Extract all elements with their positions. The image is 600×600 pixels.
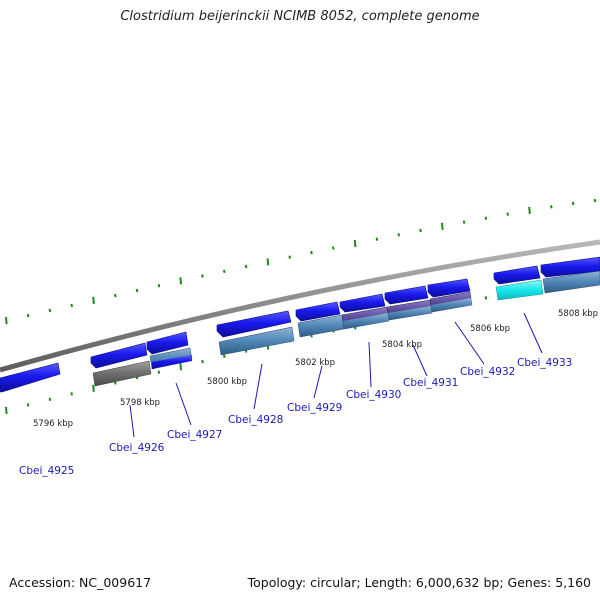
minor-tick <box>223 354 226 358</box>
minor-tick <box>571 201 575 206</box>
leader-line-cbei-4931 <box>412 344 428 377</box>
gene-arrow-cbei-4925[interactable] <box>0 362 61 393</box>
outer-tick-ring <box>5 198 597 325</box>
cds-block-cbei-4930-lower[interactable] <box>343 313 389 329</box>
gene-arrow-cbei-4933[interactable] <box>493 265 541 285</box>
major-tick <box>266 258 270 266</box>
minor-tick <box>244 264 248 269</box>
scale-labels: 5796 kbp 5798 kbp 5800 kbp 5802 kbp 5804… <box>33 309 598 429</box>
minor-tick <box>201 274 204 278</box>
cds-block-cbei-4931-lower[interactable] <box>388 306 432 320</box>
gene-label-cbei-4931[interactable]: Cbei_4931 <box>403 377 458 389</box>
gene-label-cbei-4925[interactable]: Cbei_4925 <box>19 465 74 477</box>
gene-leader-lines <box>129 312 543 438</box>
gene-arrow-cbei-4929[interactable] <box>295 301 341 322</box>
cds-track <box>92 270 600 387</box>
minor-tick <box>375 237 379 241</box>
major-tick <box>92 384 95 392</box>
minor-tick <box>462 220 466 224</box>
major-tick <box>179 277 182 285</box>
minor-tick <box>397 233 400 237</box>
minor-tick <box>135 288 139 293</box>
major-tick <box>441 222 444 230</box>
minor-tick <box>419 228 422 233</box>
gene-arrow-cbei-4932[interactable] <box>427 278 471 298</box>
scale-label: 5796 kbp <box>33 419 73 429</box>
minor-tick <box>157 370 161 374</box>
genome-title: Clostridium beijerinckii NCIMB 8052, com… <box>120 9 480 24</box>
gene-label-cbei-4928[interactable]: Cbei_4928 <box>228 414 283 426</box>
minor-tick <box>288 255 291 259</box>
minor-tick <box>506 212 509 216</box>
scale-label: 5800 kbp <box>207 377 247 387</box>
minor-tick <box>26 313 30 318</box>
cds-block-cbei-4928[interactable] <box>218 326 295 356</box>
scale-label: 5808 kbp <box>558 309 598 319</box>
gene-arrow-cbei-4926[interactable] <box>90 342 148 369</box>
cds-block-next[interactable] <box>542 270 600 294</box>
cds-block-cbei-4926[interactable] <box>92 360 152 387</box>
major-tick <box>528 206 531 215</box>
minor-tick <box>484 216 488 220</box>
leader-line-cbei-4932 <box>454 321 485 365</box>
major-tick <box>353 240 357 248</box>
leader-line-cbei-4927 <box>175 382 192 426</box>
minor-tick <box>70 303 73 308</box>
minor-tick <box>332 246 335 250</box>
minor-tick <box>26 403 30 407</box>
gene-label-cbei-4930[interactable]: Cbei_4930 <box>346 389 401 401</box>
gene-track <box>0 256 600 393</box>
cds-block-cbei-4927-lower[interactable] <box>152 355 192 369</box>
major-tick <box>5 317 8 325</box>
major-tick <box>92 296 95 305</box>
scale-label: 5802 kbp <box>295 358 335 368</box>
leader-line-cbei-4930 <box>368 341 372 388</box>
cds-block-cbei-4932-lower[interactable] <box>431 298 472 312</box>
accession-label: Accession: NC_009617 <box>9 575 152 590</box>
minor-tick <box>593 198 597 203</box>
minor-tick <box>48 397 52 402</box>
gene-label-cbei-4929[interactable]: Cbei_4929 <box>287 402 342 414</box>
leader-line-cbei-4928 <box>253 363 263 410</box>
leader-line-cbei-4933 <box>523 312 543 354</box>
genome-backbone <box>0 239 600 373</box>
gene-arrow-next[interactable] <box>540 256 600 278</box>
gene-arrow-cbei-4928[interactable] <box>216 310 292 338</box>
minor-tick <box>114 293 117 298</box>
minor-tick <box>310 250 313 255</box>
minor-tick <box>157 284 161 288</box>
gene-arrow-cbei-4927[interactable] <box>146 331 189 355</box>
gene-arrow-cbei-4930[interactable] <box>339 293 386 313</box>
scale-label: 5806 kbp <box>470 324 510 334</box>
major-tick <box>179 363 182 371</box>
leader-line-cbei-4929 <box>313 365 323 399</box>
minor-tick <box>223 269 226 273</box>
gene-arrow-cbei-4931[interactable] <box>384 285 429 305</box>
gene-label-cbei-4933[interactable]: Cbei_4933 <box>517 357 572 369</box>
cds-block-cbei-4933[interactable] <box>495 279 544 301</box>
scale-label: 5804 kbp <box>382 340 422 350</box>
minor-tick <box>70 392 73 396</box>
minor-tick <box>201 359 204 364</box>
leader-line-cbei-4926 <box>129 404 135 438</box>
gene-label-cbei-4927[interactable]: Cbei_4927 <box>167 429 222 441</box>
minor-tick <box>484 296 488 300</box>
gene-label-cbei-4926[interactable]: Cbei_4926 <box>109 442 165 454</box>
minor-tick <box>550 205 553 209</box>
genome-summary: Topology: circular; Length: 6,000,632 bp… <box>247 575 591 590</box>
minor-tick <box>48 308 52 313</box>
major-tick <box>5 406 8 415</box>
gene-label-cbei-4932[interactable]: Cbei_4932 <box>460 366 515 378</box>
gene-labels: Cbei_4925 Cbei_4926 Cbei_4927 Cbei_4928 … <box>19 357 572 477</box>
scale-label: 5798 kbp <box>120 398 160 408</box>
